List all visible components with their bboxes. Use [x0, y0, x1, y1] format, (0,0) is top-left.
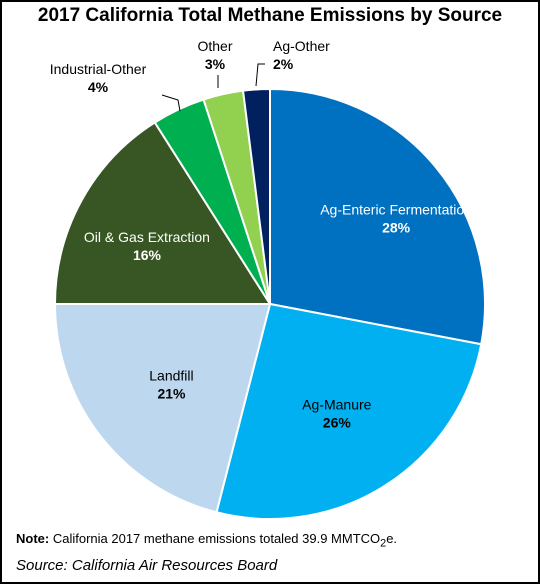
slice-label-landfill: Landfill	[149, 367, 193, 383]
slice-value-landfill: 21%	[157, 385, 186, 401]
pie-slice-ag-manure	[215, 302, 483, 520]
pie-slice-ag-enteric-fermentation	[269, 87, 486, 346]
slice-label-industrial-other: Industrial-Other	[50, 61, 147, 77]
slice-label-ag-manure: Ag-Manure	[302, 396, 371, 412]
slice-value-ag-enteric-fermentation: 28%	[382, 220, 411, 236]
pie-slice-oil-gas-extraction	[53, 121, 272, 305]
slice-value-ag-manure: 26%	[323, 414, 352, 430]
slice-label-other: Other	[197, 38, 232, 54]
note-prefix: Note:	[16, 531, 50, 546]
slice-value-other: 3%	[205, 56, 226, 72]
pie-slice-landfill	[53, 303, 272, 514]
chart-source: Source: California Air Resources Board	[16, 557, 278, 574]
slice-value-oil-gas-extraction: 16%	[133, 247, 162, 263]
note-suffix: e.	[386, 531, 398, 546]
slice-label-oil-gas-extraction: Oil & Gas Extraction	[84, 229, 210, 245]
leader-line-industrial-other	[161, 94, 181, 112]
chart-note: Note: California 2017 methane emissions …	[16, 531, 397, 550]
note-subscript: 2	[380, 537, 387, 550]
slice-value-industrial-other: 4%	[88, 79, 109, 95]
slice-value-ag-other: 2%	[273, 56, 294, 72]
pie-slice-ag-other	[241, 87, 271, 305]
leader-line-ag-other	[255, 63, 265, 87]
slice-label-ag-other: Ag-Other	[273, 38, 330, 54]
note-text: California 2017 methane emissions totale…	[49, 531, 381, 546]
chart-title: 2017 California Total Methane Emissions …	[37, 5, 503, 26]
slice-label-ag-enteric-fermentation: Ag-Enteric Fermentation	[320, 202, 472, 218]
